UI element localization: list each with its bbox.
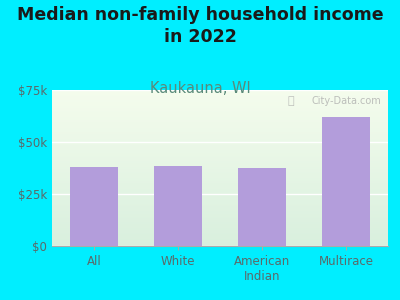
Bar bbox=[238, 168, 286, 246]
Text: Median non-family household income
in 2022: Median non-family household income in 20… bbox=[17, 6, 383, 46]
Bar bbox=[322, 117, 370, 246]
Text: Kaukauna, WI: Kaukauna, WI bbox=[150, 81, 250, 96]
Bar bbox=[154, 166, 202, 246]
Text: ⓘ: ⓘ bbox=[287, 96, 294, 106]
Bar bbox=[70, 167, 118, 246]
Text: City-Data.com: City-Data.com bbox=[312, 96, 381, 106]
